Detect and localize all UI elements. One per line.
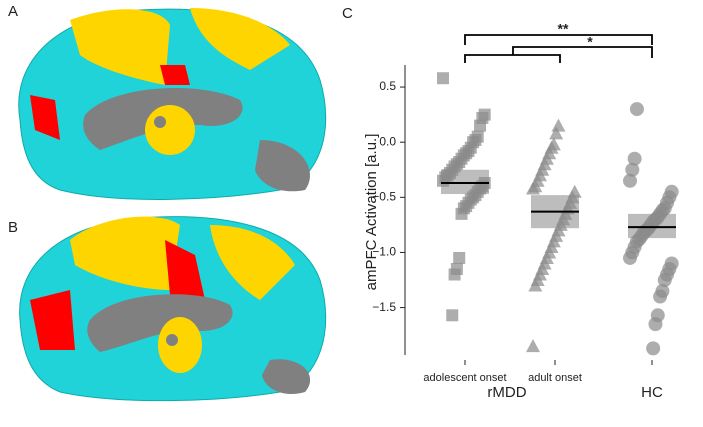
point <box>453 251 466 264</box>
point <box>551 118 566 132</box>
panel-label: A <box>8 3 18 20</box>
y-tick-label: −0.5 <box>372 189 396 203</box>
point <box>627 151 642 166</box>
brain-a <box>18 8 327 200</box>
point <box>446 309 459 322</box>
y-tick-label: −1.0 <box>372 245 396 259</box>
y-tick-label: 0.0 <box>379 134 396 148</box>
point <box>437 174 449 187</box>
point <box>623 173 637 188</box>
point <box>549 126 564 140</box>
x-tick-label: adolescent onset <box>423 372 506 384</box>
point <box>648 317 663 332</box>
x-tick-label: HC <box>641 384 663 401</box>
point <box>625 162 640 177</box>
group-label: rMDD <box>487 384 526 401</box>
significance-bracket <box>512 46 653 58</box>
significance-label: ** <box>558 21 569 37</box>
point <box>528 278 543 292</box>
point <box>448 268 461 281</box>
point <box>526 339 540 353</box>
point <box>455 207 468 220</box>
point <box>623 250 637 265</box>
brain-b <box>19 216 327 402</box>
point <box>653 289 668 304</box>
panel-label: B <box>8 219 18 236</box>
point <box>629 102 644 117</box>
x-tick-label: adult onset <box>528 372 582 384</box>
y-tick-label: −1.5 <box>372 300 396 314</box>
significance-bracket <box>464 34 653 45</box>
significance-bracket <box>464 54 561 63</box>
point <box>526 181 540 195</box>
y-tick-label: 0.5 <box>379 79 396 93</box>
point <box>437 72 449 85</box>
y-axis-label: amPFC Activation [a.u.] <box>363 134 380 291</box>
point <box>474 119 487 132</box>
panel-label: C <box>342 5 353 22</box>
significance-label: * <box>587 34 593 50</box>
point <box>646 341 661 356</box>
point <box>657 273 672 288</box>
